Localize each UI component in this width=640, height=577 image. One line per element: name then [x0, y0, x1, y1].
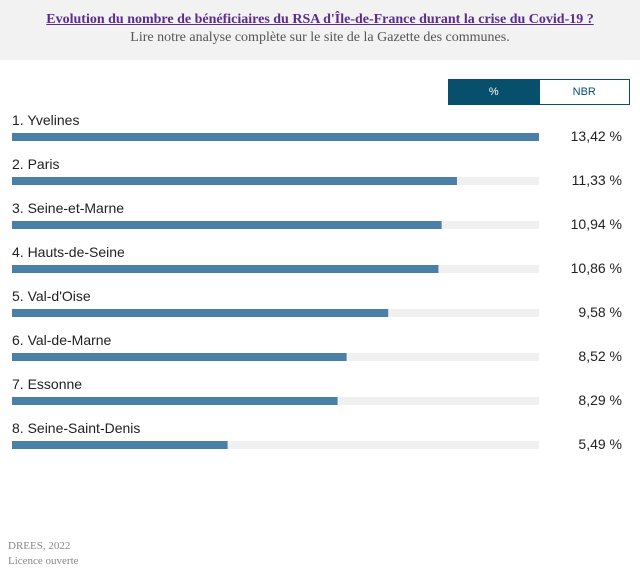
bar[interactable]	[12, 221, 442, 229]
category-label: 3. Seine-et-Marne	[12, 200, 124, 216]
chart-title-link[interactable]: Evolution du nombre de bénéficiaires du …	[46, 12, 594, 27]
bar[interactable]	[12, 397, 338, 405]
bar-row: 1. Yvelines 13,42 %	[12, 112, 622, 144]
bar[interactable]	[12, 177, 457, 185]
category-label: 5. Val-d'Oise	[12, 288, 91, 304]
bar[interactable]	[12, 265, 439, 273]
bar-row: 8. Seine-Saint-Denis 5,49 %	[12, 420, 622, 452]
category-label: 7. Essonne	[12, 376, 82, 392]
category-label: 6. Val-de-Marne	[12, 332, 112, 348]
license-note: Licence ouverte	[8, 555, 79, 567]
value-label: 8,52 %	[578, 348, 622, 364]
chart-header: Evolution du nombre de bénéficiaires du …	[0, 0, 640, 60]
category-label: 4. Hauts-de-Seine	[12, 244, 125, 260]
source-note: DREES, 2022	[8, 540, 71, 552]
bar-row: 3. Seine-et-Marne 10,94 %	[12, 200, 622, 232]
value-label: 10,94 %	[571, 216, 622, 232]
bar-row: 4. Hauts-de-Seine 10,86 %	[12, 244, 622, 276]
value-label: 8,29 %	[578, 392, 622, 408]
category-label: 8. Seine-Saint-Denis	[12, 420, 140, 436]
bar-track	[12, 441, 539, 449]
bar-row: 6. Val-de-Marne 8,52 %	[12, 332, 622, 364]
bar[interactable]	[12, 133, 539, 141]
unit-toggle: % NBR	[448, 79, 630, 105]
value-label: 13,42 %	[571, 128, 622, 144]
chart-footer: DREES, 2022 Licence ouverte	[8, 539, 79, 569]
value-label: 9,58 %	[578, 304, 622, 320]
number-toggle-button[interactable]: NBR	[539, 79, 630, 105]
category-label: 2. Paris	[12, 156, 59, 172]
percent-toggle-button[interactable]: %	[448, 79, 540, 105]
category-label: 1. Yvelines	[12, 112, 79, 128]
bar-row: 7. Essonne 8,29 %	[12, 376, 622, 408]
bar[interactable]	[12, 353, 347, 361]
bar[interactable]	[12, 441, 228, 449]
chart-subtitle: Lire notre analyse complète sur le site …	[130, 30, 510, 45]
bar-row: 2. Paris 11,33 %	[12, 156, 622, 188]
bar-row: 5. Val-d'Oise 9,58 %	[12, 288, 622, 320]
value-label: 5,49 %	[578, 436, 622, 452]
value-label: 10,86 %	[571, 260, 622, 276]
bar[interactable]	[12, 309, 389, 317]
value-label: 11,33 %	[572, 172, 622, 188]
bar-chart: 1. Yvelines 13,42 % 2. Paris 11,33 % 3. Sein…	[12, 112, 622, 452]
